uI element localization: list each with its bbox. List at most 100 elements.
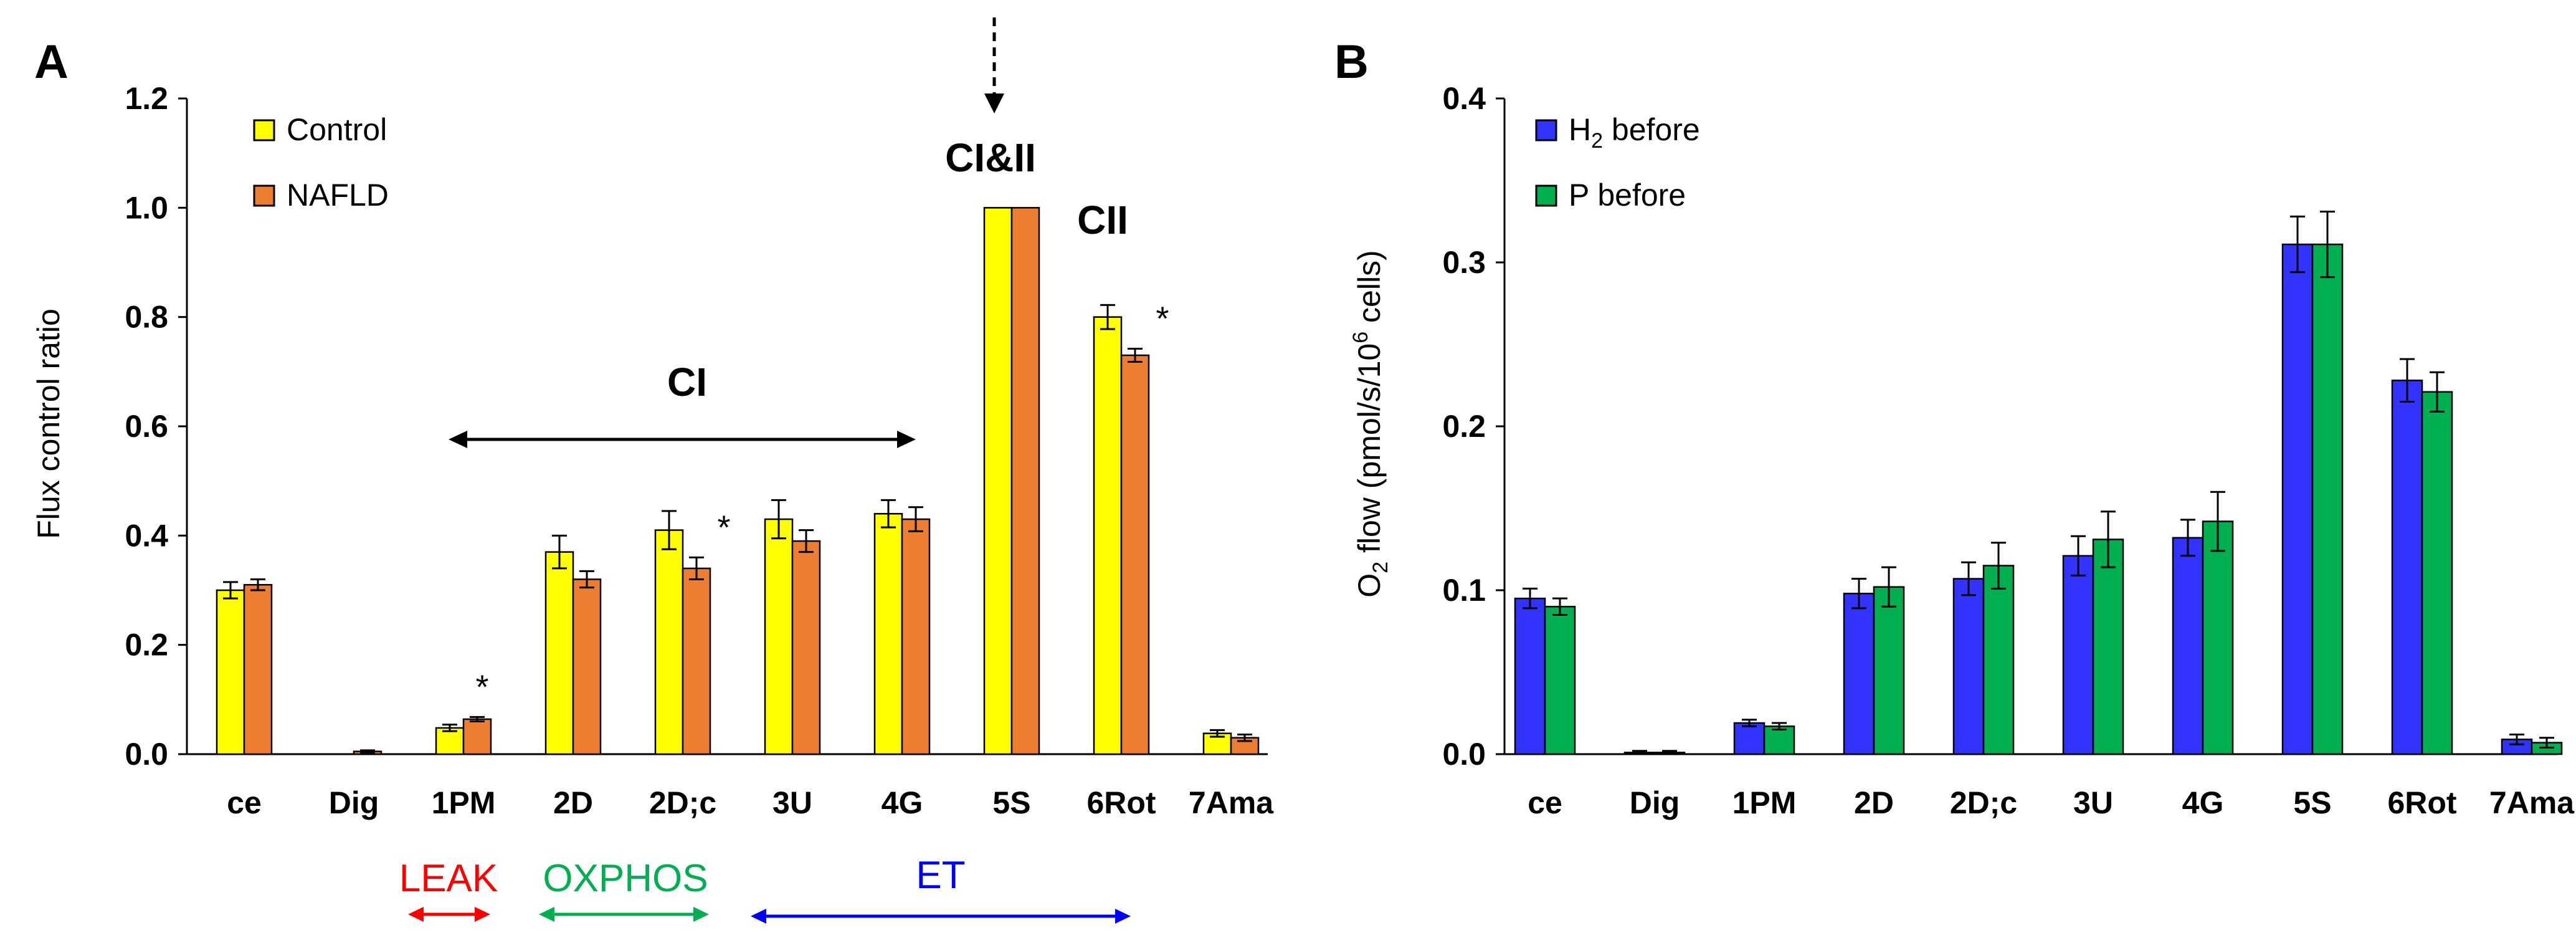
x-tick-label: 5S	[2293, 785, 2331, 820]
panel-b-label: B	[1334, 36, 1369, 89]
bar-h2-before-ce	[1514, 597, 1546, 755]
y-tick-label: 0.8	[125, 300, 168, 335]
bar-h2-before-1pm	[1733, 722, 1766, 755]
et-arrow-head-left	[751, 909, 766, 924]
bar-p-before-ce	[1544, 606, 1576, 755]
y-tick-label: 0.0	[125, 737, 168, 772]
y-tick-label: 0.3	[1442, 245, 1486, 280]
bar-control-5s	[983, 207, 1013, 755]
x-tick-label: 4G	[2182, 785, 2224, 820]
bar-nafld-2dc	[682, 567, 711, 755]
bar-p-before-6rot	[2421, 391, 2453, 755]
legend-label-p-before: P before	[1569, 178, 1686, 213]
bar-nafld-3u	[791, 540, 821, 755]
significance-marker: *	[1156, 300, 1169, 338]
legend-label-h2-before: H2 before	[1569, 112, 1700, 153]
bar-h2-before-5s	[2281, 243, 2314, 755]
y-tick-label: 0.2	[125, 628, 168, 663]
bar-nafld-2d	[572, 578, 602, 755]
bar-p-before-3u	[2092, 539, 2124, 755]
bar-control-3u	[764, 518, 794, 755]
panel-a-annotations: CI&II CII CI LEAK OXPHOS ET	[399, 17, 1131, 924]
bar-nafld-1pm	[462, 718, 492, 755]
x-tick-label: 7Ama	[1189, 785, 1274, 820]
bar-control-ce	[216, 589, 245, 755]
y-tick-label: 0.2	[1442, 409, 1486, 444]
x-tick-label: 4G	[882, 785, 923, 820]
ci-arrow-head-left	[449, 431, 467, 448]
dashed-arrow-head	[984, 93, 1004, 113]
panel-b-tick-labels: 0.0 0.1 0.2 0.3 0.4 ce Dig 1PM 2D 2D;c 3U 4G 5S 6Rot 7…	[1442, 81, 2575, 820]
x-tick-label: ce	[227, 785, 262, 820]
ci-arrow-head-right	[897, 431, 916, 448]
x-tick-label: 2D	[1854, 785, 1894, 820]
panel-b: B O2 flow (pmol/s/106 cells) 0.00.10.20.…	[1334, 36, 2575, 820]
x-tick-label: 2D;c	[649, 785, 716, 820]
bar-control-4g	[873, 513, 903, 755]
x-tick-label: 3U	[772, 785, 812, 820]
significance-marker: *	[717, 509, 730, 546]
leak-arrow-head-left	[408, 907, 424, 922]
legend-label-control: Control	[287, 112, 387, 147]
y-tick-label: 0.0	[1442, 737, 1486, 772]
x-tick-label: 2D;c	[1950, 785, 2017, 820]
bar-p-before-5s	[2311, 243, 2344, 755]
annotation-ci: CI	[667, 360, 707, 404]
significance-marker: *	[475, 668, 488, 706]
y-tick-label: 0.4	[1442, 81, 1486, 116]
panel-a-y-axis-title: Flux control ratio	[31, 309, 66, 539]
y-tick-label: 0.6	[125, 409, 168, 444]
panel-a-bars: * * *	[216, 207, 1260, 755]
x-tick-label: 6Rot	[1086, 785, 1156, 820]
oxphos-arrow-head-right	[693, 907, 709, 922]
panel-b-legend: H2 before P before	[1535, 112, 1700, 213]
bar-nafld-ce	[243, 583, 273, 755]
annotation-ci-cii: CI&II	[945, 135, 1036, 180]
bar-p-before-2dc	[1982, 565, 2015, 755]
legend-swatch-p-before	[1535, 184, 1557, 207]
x-tick-label: Dig	[329, 785, 379, 820]
bar-control-2dc	[654, 529, 684, 755]
bar-h2-before-2dc	[1952, 578, 1985, 755]
annotation-et: ET	[916, 854, 965, 897]
x-tick-label: 5S	[992, 785, 1030, 820]
bar-h2-before-4g	[2172, 537, 2204, 755]
legend-swatch-control	[253, 119, 275, 141]
bar-p-before-4g	[2202, 520, 2234, 755]
legend-swatch-h2-before	[1535, 119, 1557, 141]
panel-a-label: A	[34, 36, 69, 89]
x-tick-label: 1PM	[1732, 785, 1797, 820]
x-tick-label: 7Ama	[2489, 785, 2575, 820]
bar-control-2d	[544, 551, 574, 755]
y-tick-label: 0.1	[1442, 573, 1486, 608]
leak-arrow-head-right	[475, 907, 490, 922]
y-tick-label: 1.2	[125, 81, 168, 116]
x-tick-label: Dig	[1630, 785, 1680, 820]
bar-h2-before-2d	[1843, 593, 1875, 755]
x-tick-label: ce	[1528, 785, 1562, 820]
x-tick-label: 2D	[553, 785, 593, 820]
y-tick-label: 1.0	[125, 190, 168, 225]
bar-h2-before-3u	[2062, 555, 2094, 755]
bar-nafld-5s	[1010, 207, 1040, 755]
legend-swatch-nafld	[253, 184, 275, 207]
bar-control-6rot	[1093, 316, 1123, 755]
panel-a-tick-labels: 0.0 0.2 0.4 0.6 0.8 1.0 1.2 ce Dig 1PM 2D 2D;c 3U 4G 5…	[125, 81, 1274, 820]
panel-a: A Flux control ratio * * * 0.0 0.2 0.4 0.6 0.8…	[31, 17, 1274, 924]
bar-h2-before-6rot	[2391, 380, 2423, 755]
x-tick-label: 1PM	[432, 785, 496, 820]
annotation-oxphos: OXPHOS	[543, 857, 708, 900]
x-tick-label: 6Rot	[2387, 785, 2456, 820]
panel-a-legend: Control NAFLD	[253, 112, 389, 213]
bar-nafld-6rot	[1120, 354, 1150, 755]
x-tick-label: 3U	[2073, 785, 2113, 820]
panel-b-bars	[1514, 210, 2563, 755]
annotation-cii: CII	[1077, 198, 1128, 242]
oxphos-arrow-head-left	[539, 907, 554, 922]
bar-nafld-4g	[901, 518, 931, 755]
bar-p-before-2d	[1873, 586, 1905, 755]
annotation-leak: LEAK	[399, 857, 498, 900]
et-arrow-head-right	[1115, 909, 1131, 924]
y-tick-label: 0.4	[125, 518, 168, 553]
